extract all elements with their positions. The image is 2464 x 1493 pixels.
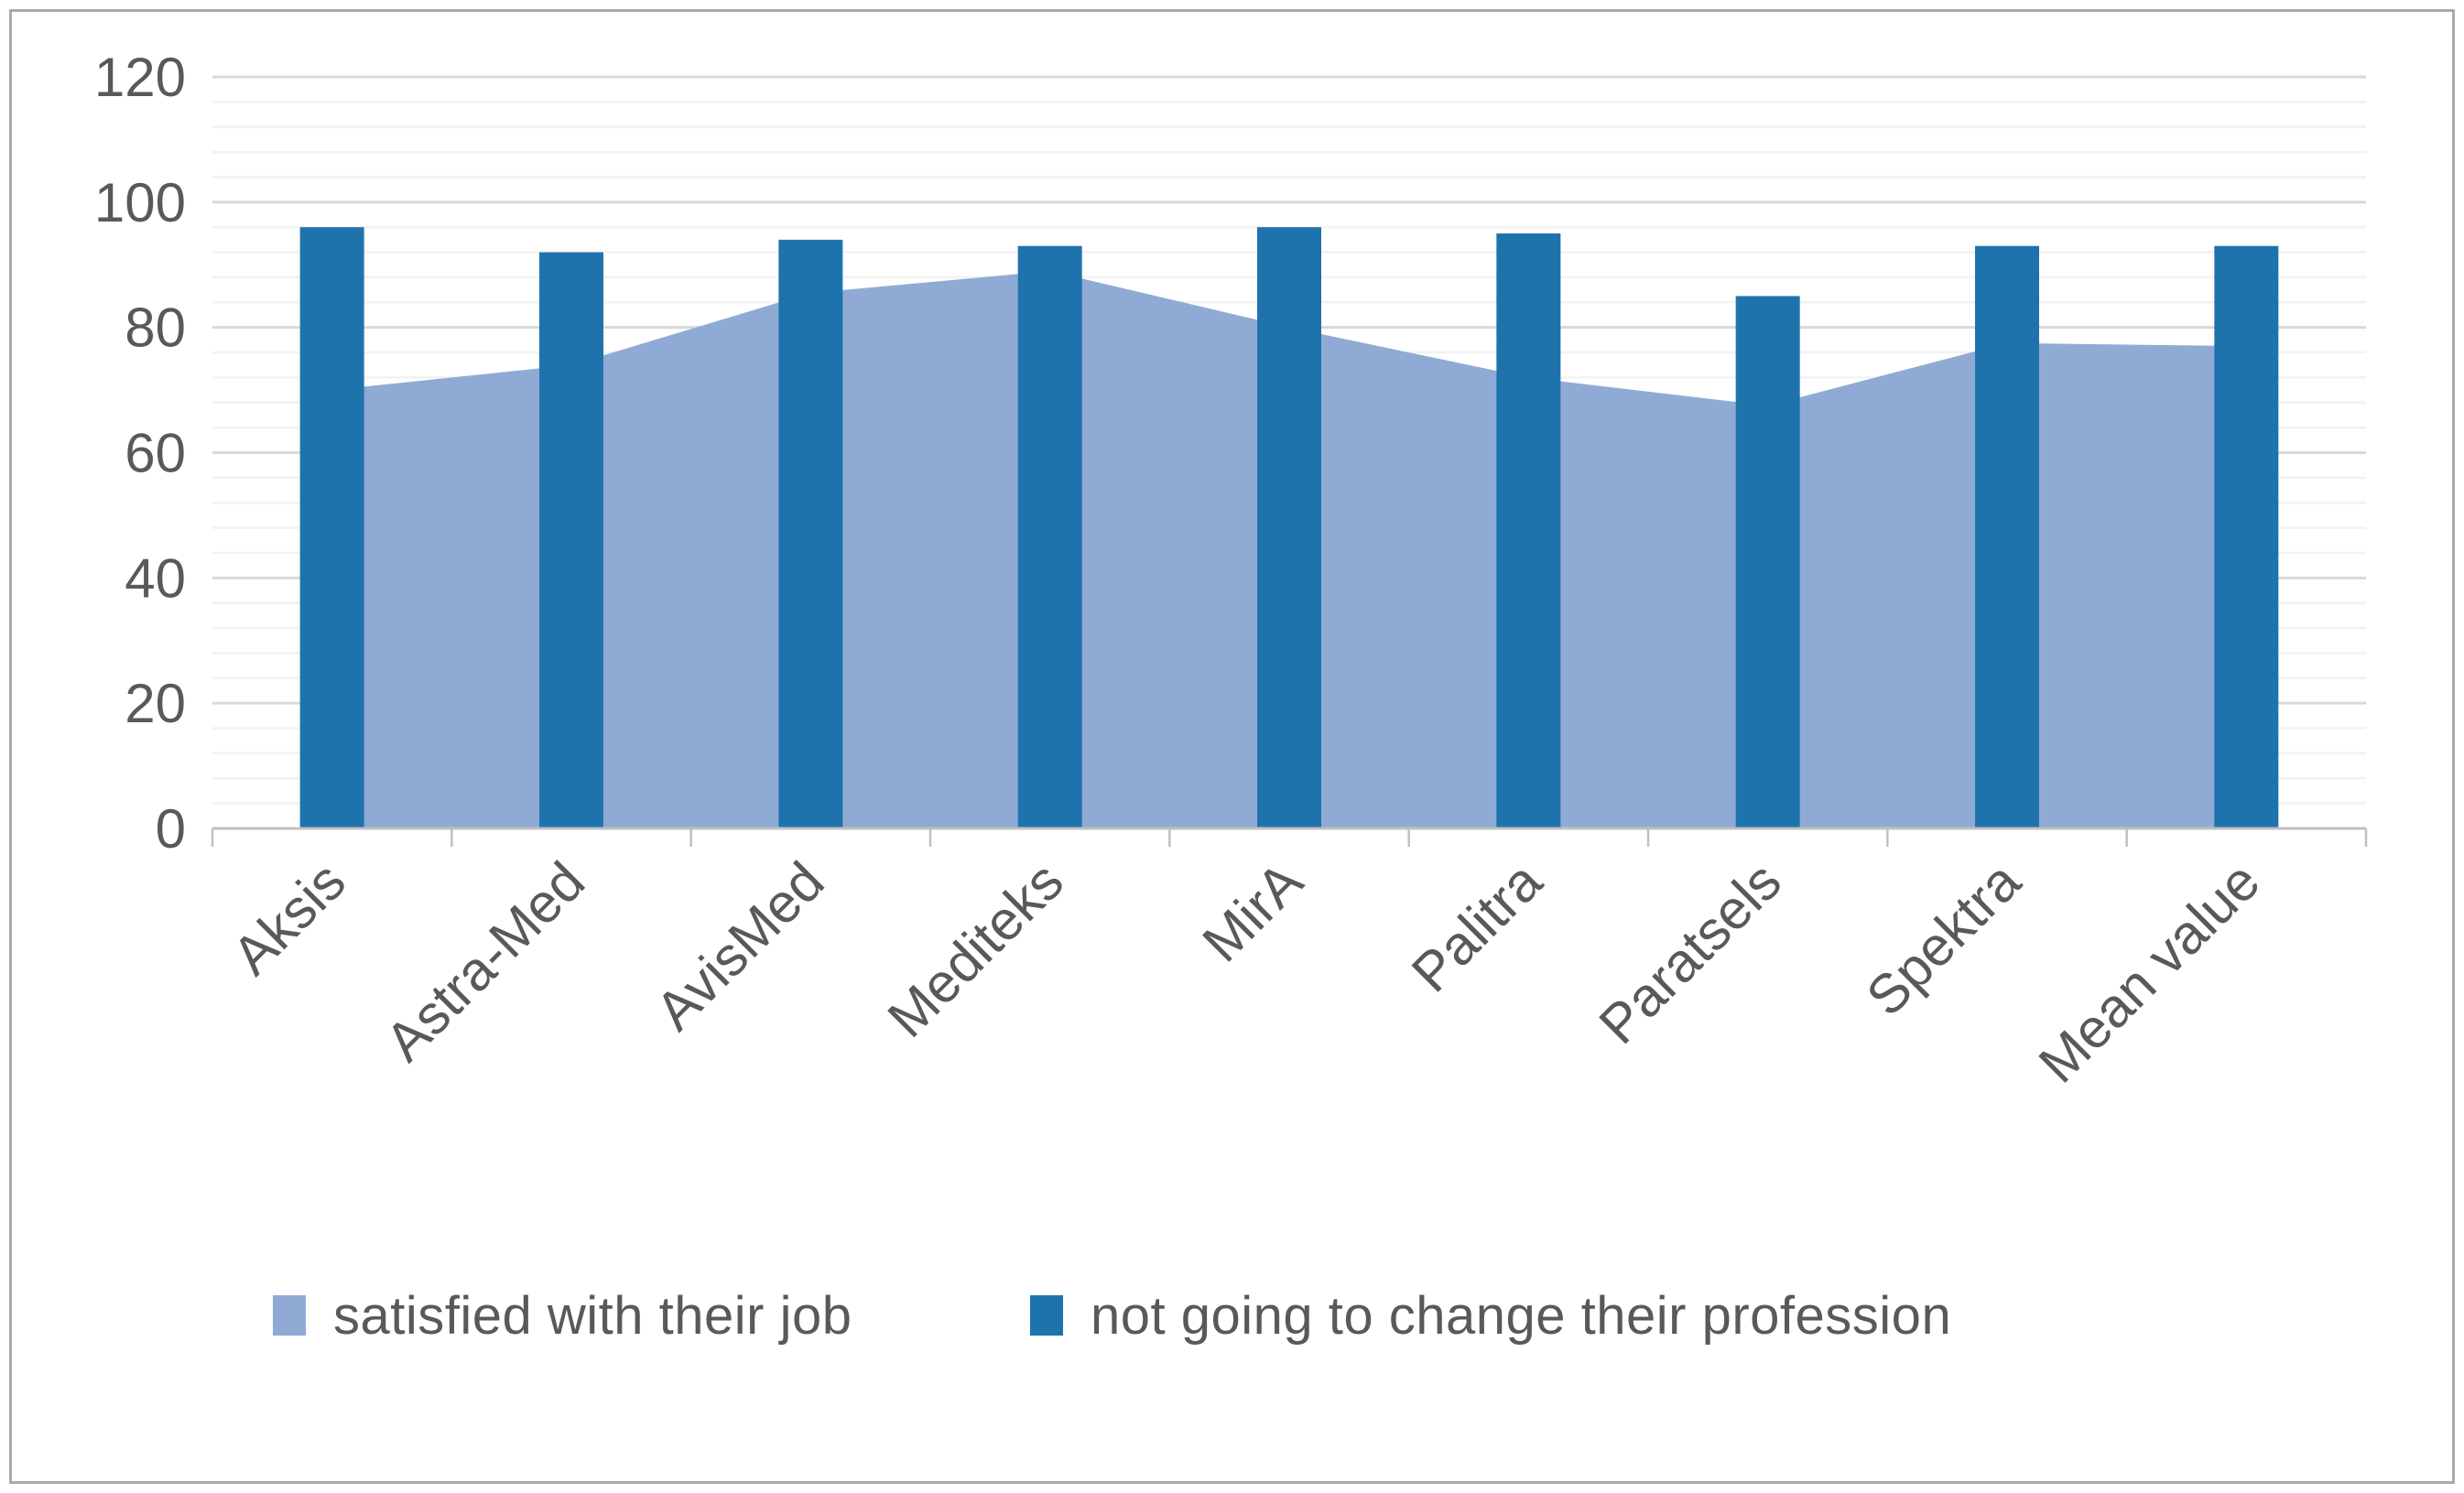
x-category-label: Palitra (1400, 849, 1554, 1003)
bar-Spektra (1975, 245, 2039, 829)
bar-Mediteks (1017, 245, 1082, 829)
x-category-label: Aksis (221, 850, 357, 987)
bar-Palitra (1496, 233, 1561, 828)
legend-item-satisfied: satisfied with their job (273, 1283, 852, 1347)
legend: satisfied with their job not going to ch… (0, 1283, 2464, 1347)
y-tick-label: 100 (94, 172, 186, 233)
y-tick-label: 80 (125, 298, 186, 359)
bar-Aksis (299, 227, 364, 828)
x-category-label: AvisMed (644, 850, 835, 1042)
x-category-label: MirA (1191, 850, 1315, 974)
bar-Paratsels (1735, 296, 1800, 828)
x-category-label: Spektra (1855, 849, 2033, 1027)
bar-Astra-Med (539, 252, 603, 829)
bar-Mean value (2214, 245, 2279, 829)
legend-label-satisfied-with-their-job: satisfied with their job (333, 1285, 852, 1346)
legend-swatch-satisfied-with-their-job (273, 1295, 306, 1336)
y-tick-label: 0 (156, 798, 186, 860)
bar-AvisMed (778, 239, 843, 829)
legend-label-not-going-to-change: not going to change their profession (1091, 1285, 1952, 1346)
y-tick-label: 120 (94, 47, 186, 108)
x-category-label: Mediteks (876, 850, 1075, 1049)
bar-MirA (1257, 227, 1321, 828)
legend-swatch-not-going-to-change (1030, 1295, 1063, 1336)
x-category-label: Mean value (2027, 850, 2272, 1095)
x-category-label: Paratsels (1588, 850, 1793, 1055)
y-tick-label: 60 (125, 423, 186, 484)
x-category-label: Astra-Med (374, 850, 596, 1073)
y-tick-label: 40 (125, 547, 186, 609)
y-tick-label: 20 (125, 673, 186, 734)
legend-item-not-changing-profession: not going to change their profession (1030, 1283, 1951, 1347)
